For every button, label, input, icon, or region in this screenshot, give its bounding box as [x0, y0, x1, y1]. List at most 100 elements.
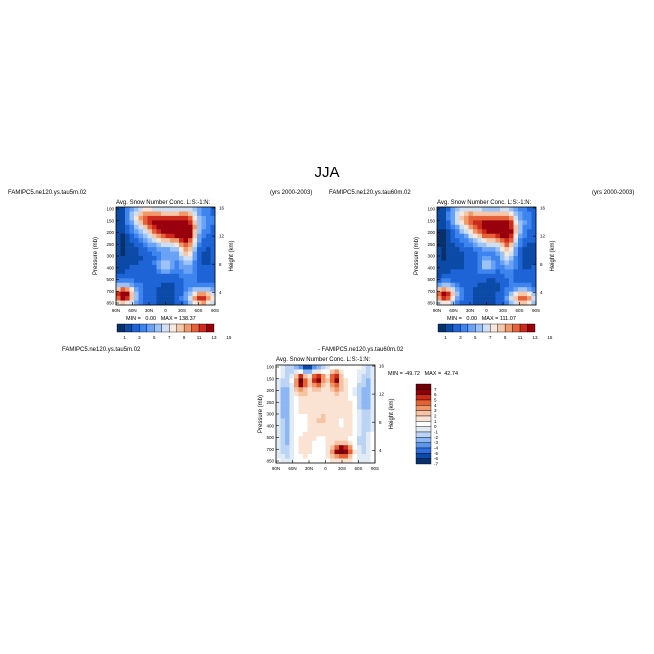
heatmap-cell [120, 207, 126, 212]
heatmap-cell [183, 273, 189, 279]
y-tick-label: 850 [106, 301, 114, 306]
heatmap-cell [495, 242, 501, 248]
heatmap-cell [303, 449, 308, 455]
heatmap-cell [509, 207, 514, 212]
heatmap-cell [152, 229, 157, 235]
heatmap-cell [165, 247, 171, 252]
heatmap-cell [334, 387, 340, 393]
heatmap-cell [441, 229, 447, 235]
heatmap-cell [450, 215, 456, 221]
heatmap-cell [316, 409, 322, 415]
heatmap-cell [125, 238, 130, 243]
heatmap-cell [468, 229, 474, 235]
heatmap-cell [120, 224, 126, 230]
heatmap-cell [201, 260, 207, 266]
colorbar-label: 3 [434, 408, 437, 413]
heatmap-cell [129, 256, 135, 261]
heatmap-cell [513, 224, 519, 230]
heatmap-cell [437, 211, 442, 217]
colorbar-label: -7 [434, 462, 438, 467]
heatmap-cell [334, 436, 340, 442]
heatmap-cell [294, 449, 299, 455]
heatmap-cell [321, 414, 326, 419]
heatmap-cell [441, 269, 447, 275]
heatmap-cell [464, 242, 469, 248]
heatmap-cell [134, 224, 139, 230]
heatmap-cell [366, 418, 371, 424]
heatmap-cell [468, 247, 474, 252]
heatmap-cell [441, 282, 447, 288]
heatmap-cell [294, 378, 299, 384]
heatmap-cell [210, 264, 216, 270]
heatmap-cell [174, 215, 180, 221]
heatmap-cell [495, 229, 501, 235]
heatmap-cell [348, 396, 353, 401]
heatmap-cell [298, 440, 304, 446]
heatmap-cell [312, 373, 317, 379]
heatmap-cell [201, 215, 207, 221]
heatmap-cell [312, 427, 317, 433]
heatmap-cell [441, 287, 447, 292]
heatmap-cell [170, 256, 175, 261]
heatmap-cell [152, 242, 157, 248]
heatmap-cell [298, 400, 304, 406]
heatmap-cell [289, 382, 295, 388]
heatmap-cell [197, 256, 202, 261]
heatmap-cell [464, 215, 469, 221]
heatmap-cell [370, 387, 376, 393]
heatmap-cell [197, 207, 202, 212]
heatmap-cell [334, 445, 340, 450]
heatmap-cell [170, 224, 175, 230]
heatmap-cell [482, 291, 487, 297]
heatmap-cell [513, 273, 519, 279]
heatmap-cell [129, 207, 135, 212]
heatmap-cell [352, 391, 358, 397]
heatmap-cell [285, 454, 290, 459]
heatmap-cell [312, 382, 317, 388]
heatmap-cell [192, 300, 198, 306]
heatmap-cell [276, 387, 281, 393]
heatmap-cell [500, 260, 505, 266]
x-tick-label: 60N [128, 308, 136, 313]
heatmap-cell [170, 296, 175, 301]
heatmap-cell [370, 373, 376, 379]
heatmap-cell [161, 264, 166, 270]
heatmap-cell [143, 247, 148, 252]
heatmap-cell [464, 233, 469, 239]
heatmap-cell [441, 233, 447, 239]
heatmap-cell [174, 287, 180, 292]
heatmap-cell [531, 229, 537, 235]
heatmap-cell [486, 278, 492, 284]
heatmap-cell [161, 242, 166, 248]
y-tick-label: 850 [266, 459, 274, 464]
heatmap-cell [174, 256, 180, 261]
heatmap-cell [531, 296, 537, 301]
heatmap-cell [330, 400, 335, 406]
heatmap-cell [522, 215, 528, 221]
heatmap-cell [531, 291, 537, 297]
heatmap-cell [165, 291, 171, 297]
heatmap-cell [352, 405, 358, 410]
colorbar-label: 1 [434, 419, 437, 424]
y-tick-label-right: 16 [379, 364, 385, 369]
heatmap-cell [446, 229, 451, 235]
heatmap-cell [179, 211, 184, 217]
heatmap-cell [325, 422, 331, 428]
heatmap-cell [147, 269, 153, 275]
heatmap-cell [183, 233, 189, 239]
heatmap-cell [370, 382, 376, 388]
heatmap-cell [197, 251, 202, 257]
heatmap-cell [468, 296, 474, 301]
heatmap-cell [473, 224, 478, 230]
heatmap-cell [486, 215, 492, 221]
heatmap-cell [500, 207, 505, 212]
x-tick-label: 30S [338, 466, 346, 471]
heatmap-cell [188, 269, 193, 275]
heatmap-cell [491, 256, 496, 261]
heatmap-cell [125, 233, 130, 239]
panel-title: Avg. Snow Number Conc. L:S:-1:N: [276, 357, 371, 363]
heatmap-cell [477, 282, 483, 288]
heatmap-cell [513, 215, 519, 221]
heatmap-cell [509, 256, 514, 261]
heatmap-cell [210, 256, 216, 261]
